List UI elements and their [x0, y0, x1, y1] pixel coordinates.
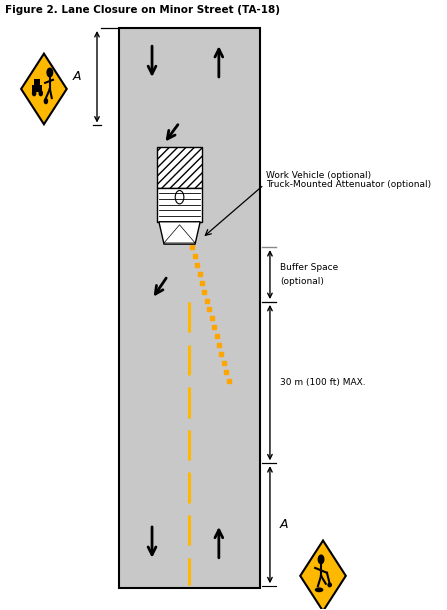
Bar: [157, 147, 202, 188]
Text: (optional): (optional): [280, 278, 324, 286]
Ellipse shape: [327, 583, 332, 587]
Text: Work Vehicle (optional): Work Vehicle (optional): [266, 171, 371, 180]
Bar: [32, 85, 42, 92]
Bar: [118, 28, 260, 588]
Polygon shape: [21, 54, 67, 124]
Circle shape: [318, 555, 324, 564]
Bar: [34, 79, 40, 85]
Ellipse shape: [315, 587, 324, 592]
Text: 30 m (100 ft) MAX.: 30 m (100 ft) MAX.: [280, 378, 365, 387]
Circle shape: [44, 99, 47, 104]
Text: Truck-Mounted Attenuator (optional): Truck-Mounted Attenuator (optional): [266, 180, 431, 189]
Circle shape: [47, 68, 53, 77]
Text: Figure 2. Lane Closure on Minor Street (TA-18): Figure 2. Lane Closure on Minor Street (…: [4, 5, 280, 15]
Polygon shape: [300, 540, 346, 610]
Text: A: A: [73, 70, 82, 84]
Text: A: A: [280, 518, 288, 531]
Circle shape: [33, 91, 36, 96]
Circle shape: [39, 91, 42, 96]
Polygon shape: [159, 222, 200, 244]
Polygon shape: [164, 225, 195, 243]
Bar: [157, 188, 202, 222]
Text: Buffer Space: Buffer Space: [280, 263, 338, 272]
